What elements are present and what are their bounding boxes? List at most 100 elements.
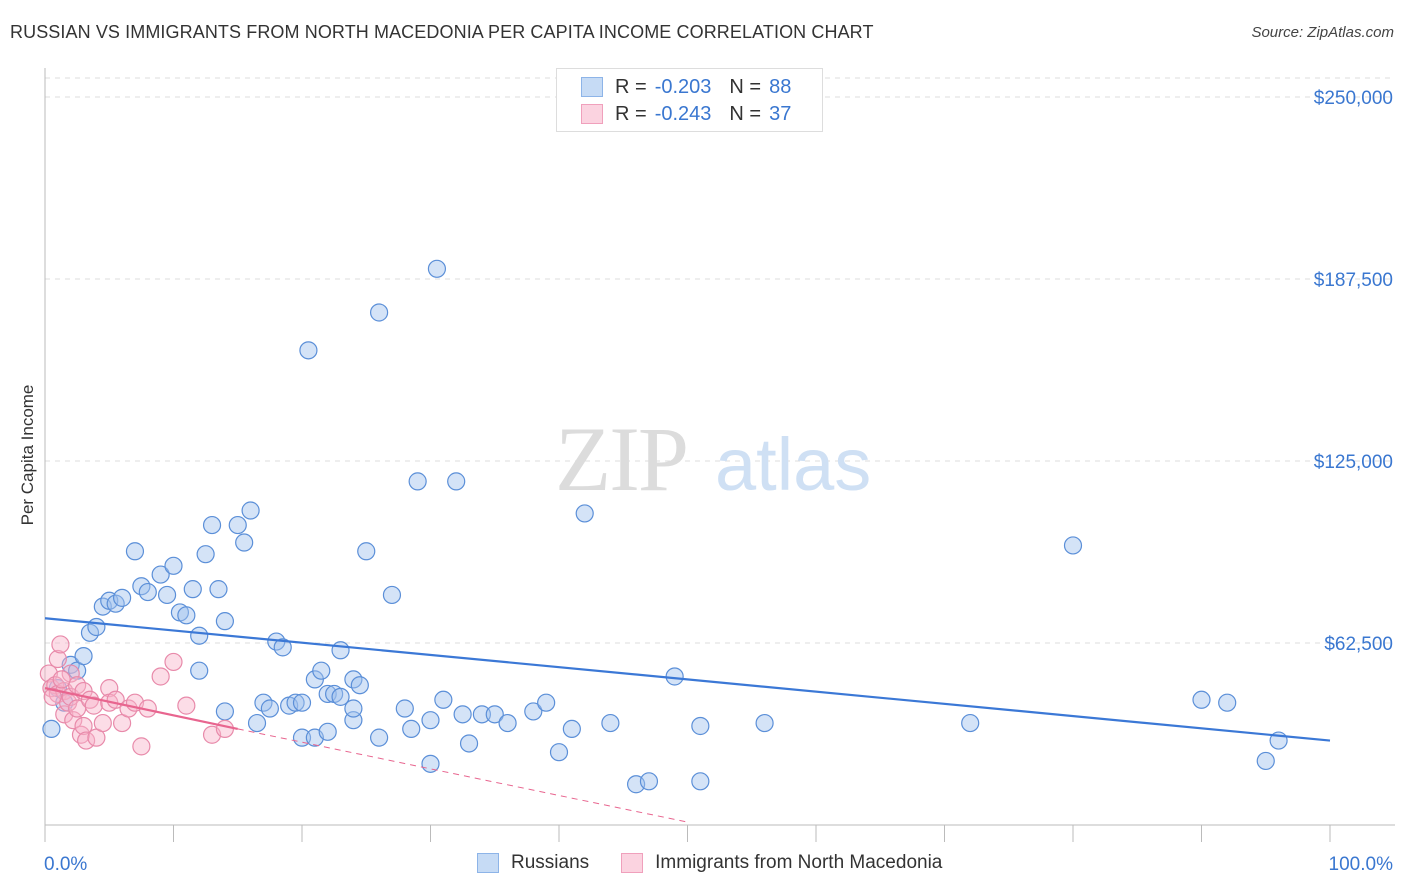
russians-point	[260, 699, 279, 718]
russians-point	[524, 702, 543, 721]
russians-point	[164, 556, 183, 575]
macedonia-point	[164, 652, 183, 672]
russians-point	[350, 676, 369, 695]
macedonia-point	[64, 711, 83, 730]
trendlines	[44, 617, 1331, 823]
macedonia-point	[132, 737, 151, 756]
russians-point	[292, 728, 312, 747]
r-label: R =	[615, 75, 647, 98]
watermark-zip: ZIP	[555, 408, 687, 510]
russians-point	[138, 582, 157, 602]
russians-point	[228, 515, 247, 535]
russians-point	[196, 545, 215, 564]
russians-point	[157, 585, 177, 605]
russians-point	[112, 588, 132, 607]
russians-point	[453, 705, 472, 724]
russians-point	[1063, 536, 1083, 555]
series-legend: Russians Immigrants from North Macedonia	[477, 852, 974, 874]
x-tick-label-min: 0.0%	[44, 854, 87, 875]
russians-point	[562, 719, 581, 739]
macedonia-point	[51, 635, 70, 654]
russians-point	[292, 693, 312, 712]
russians-trendline	[44, 617, 1331, 742]
russians-point	[459, 734, 479, 753]
russians-point	[691, 716, 710, 736]
russians-point	[151, 565, 170, 584]
russians-point	[183, 580, 202, 599]
russians-point	[125, 542, 145, 561]
y-tick-label: $187,500	[1314, 270, 1393, 291]
source-label: Source: ZipAtlas.com	[1251, 24, 1394, 41]
r-label: R =	[615, 102, 647, 125]
russians-point	[1256, 751, 1275, 771]
russians-point	[177, 606, 196, 625]
legend-label-russians: Russians	[511, 852, 590, 873]
y-tick-label: $125,000	[1314, 452, 1393, 473]
russians-point	[601, 713, 620, 733]
russians-point	[370, 728, 389, 747]
russians-point	[434, 690, 453, 709]
russians-points	[42, 259, 1288, 794]
watermark: ZIP atlas	[555, 408, 871, 510]
legend-item-russians[interactable]: Russians	[477, 852, 589, 874]
n-label: N =	[729, 102, 762, 125]
russians-point	[299, 341, 318, 360]
macedonia-point	[215, 719, 234, 739]
russians-point	[273, 638, 292, 657]
russians-point	[408, 472, 427, 491]
russians-point	[318, 722, 337, 741]
russians-point	[312, 661, 331, 680]
watermark-atlas: atlas	[715, 423, 871, 506]
russians-point	[74, 647, 93, 666]
russians-point	[241, 501, 260, 520]
n-value: 37	[769, 102, 792, 125]
russians-point	[331, 641, 350, 660]
russians-point	[575, 504, 594, 523]
r-value: -0.203	[654, 75, 712, 98]
russians-point	[1192, 690, 1211, 709]
russians-point	[665, 667, 684, 686]
russians-point	[247, 713, 267, 733]
legend-item-macedonia[interactable]: Immigrants from North Macedonia	[621, 852, 942, 874]
russians-point	[357, 542, 376, 561]
russians-point	[190, 626, 209, 645]
legend-swatch-blue	[477, 853, 499, 873]
russians-point	[485, 705, 504, 724]
russians-point	[286, 693, 305, 712]
russians-point	[370, 303, 389, 322]
macedonia-point	[84, 696, 103, 715]
russians-point	[498, 713, 517, 733]
russians-point	[472, 705, 491, 724]
russians-point	[42, 719, 61, 739]
y-tick-label: $62,500	[1324, 634, 1393, 655]
macedonia-trendline	[44, 687, 238, 730]
macedonia-point	[52, 670, 71, 689]
macedonia-point	[93, 713, 112, 733]
n-label: N =	[729, 75, 762, 98]
n-value: 88	[769, 75, 792, 98]
russians-point	[190, 661, 209, 680]
russians-point	[755, 713, 774, 733]
macedonia-point	[74, 716, 93, 736]
russians-point	[447, 472, 466, 491]
tick-labels: $62,500 $125,000 $187,500 $250,000 0.0% 100.0…	[44, 88, 1393, 875]
russians-point	[235, 533, 254, 552]
russians-point	[87, 617, 106, 637]
russians-point	[395, 699, 414, 718]
russians-point	[421, 711, 440, 730]
macedonia-point	[61, 664, 80, 683]
macedonia-point	[77, 731, 96, 750]
russians-point	[331, 687, 350, 706]
russians-point	[1218, 693, 1237, 712]
legend-swatch-pink	[621, 853, 644, 873]
russians-point	[691, 772, 710, 791]
x-tick-label-max: 100.0%	[1329, 854, 1394, 875]
macedonia-point	[43, 687, 62, 706]
gridlines	[45, 77, 1395, 644]
macedonia-point	[48, 649, 67, 669]
y-tick-label: $250,000	[1314, 88, 1393, 109]
macedonia-point	[100, 679, 119, 698]
russians-point	[639, 772, 659, 791]
chart-title: RUSSIAN VS IMMIGRANTS FROM NORTH MACEDON…	[10, 22, 874, 42]
